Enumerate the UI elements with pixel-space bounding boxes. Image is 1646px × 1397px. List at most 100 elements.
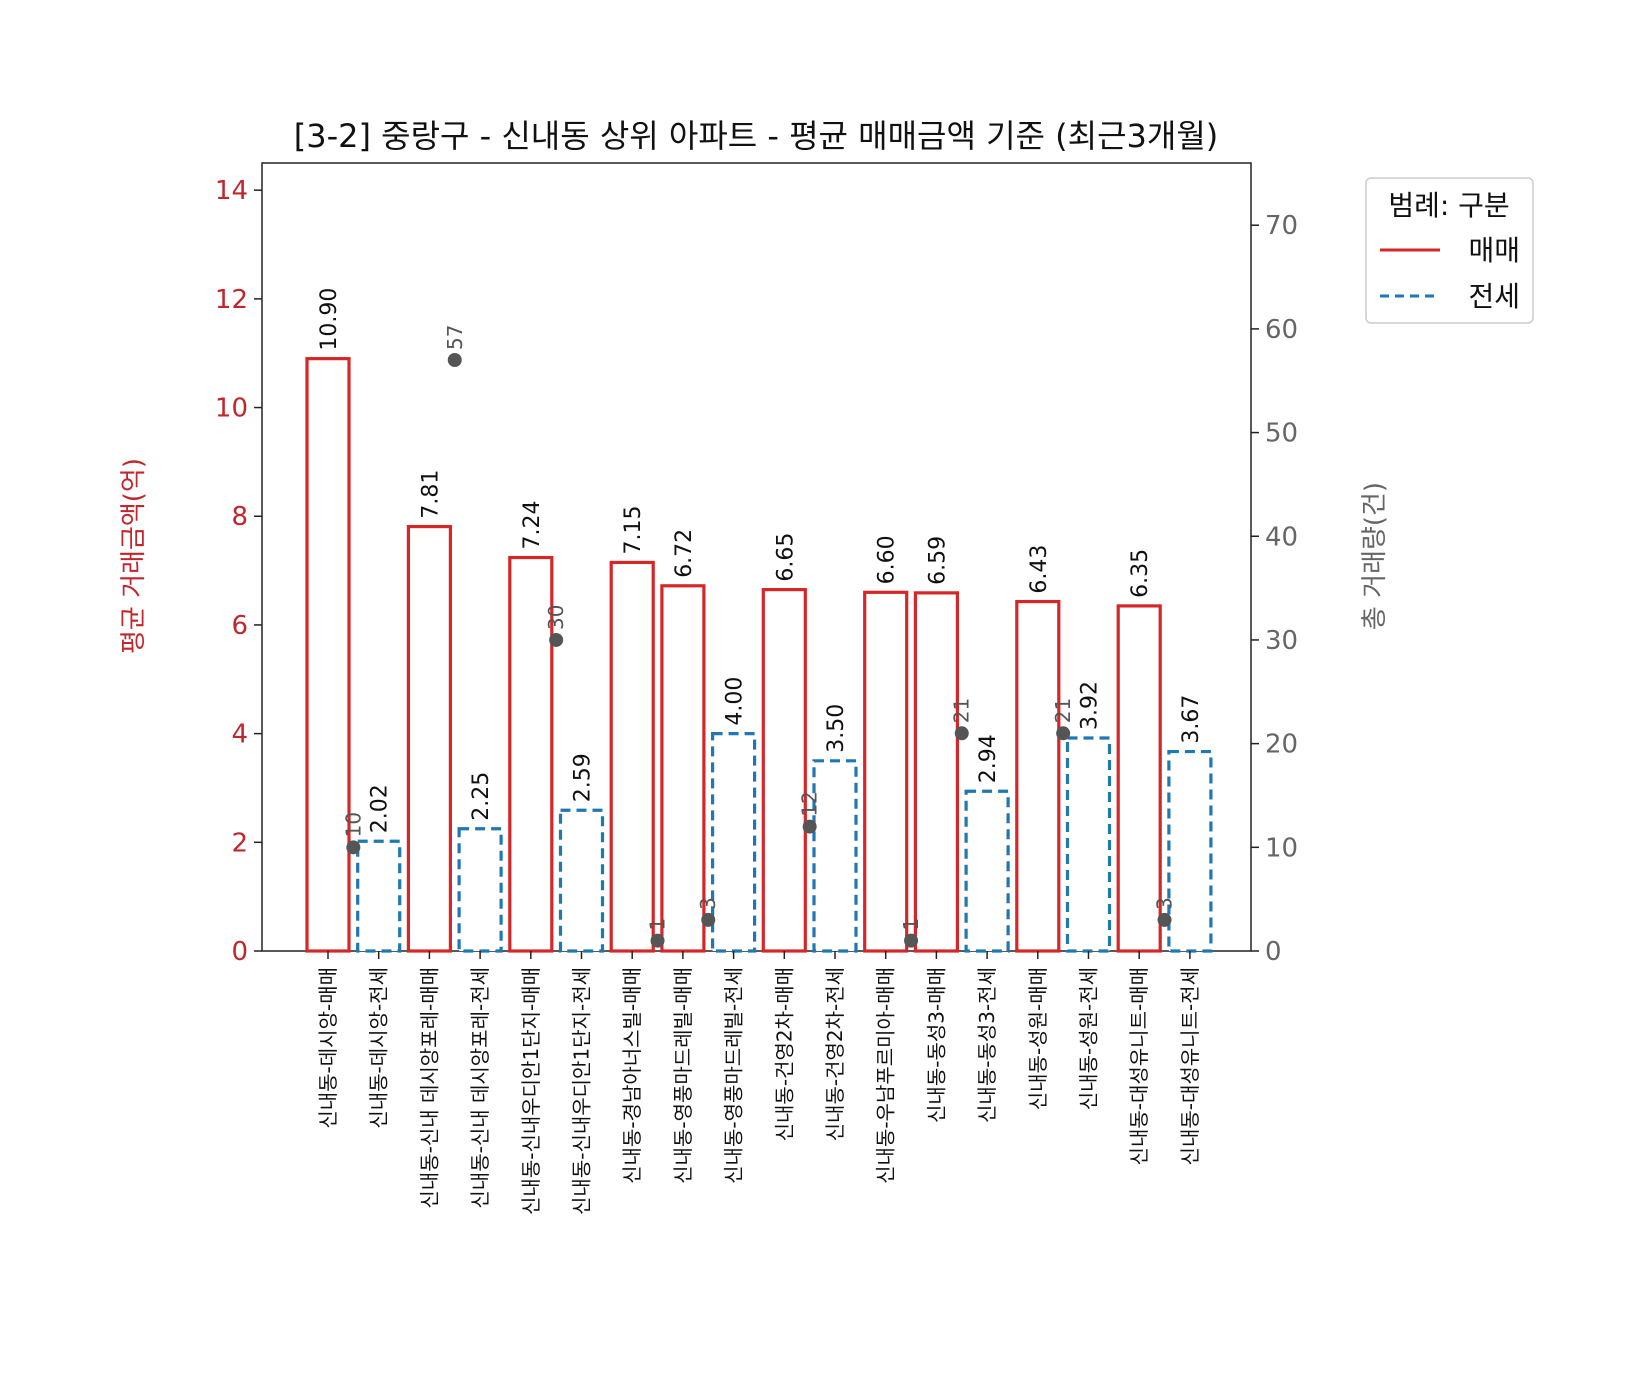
volume-point bbox=[701, 912, 716, 927]
bar-value-label: 6.72 bbox=[672, 529, 697, 578]
right-tick-label: 0 bbox=[1265, 937, 1282, 967]
left-axis-label: 평균 거래금액(억) bbox=[119, 458, 149, 654]
legend-title: 범례: 구분 bbox=[1388, 189, 1509, 222]
right-tick-label: 20 bbox=[1265, 730, 1298, 760]
bar-jeonse bbox=[710, 732, 757, 953]
volume-point bbox=[1157, 912, 1172, 927]
x-tick-label: 신내동-신내 데시앙포레-매매 bbox=[417, 967, 441, 1209]
bar-jeonse bbox=[964, 789, 1010, 953]
volume-point-label: 1 bbox=[899, 918, 923, 931]
bar-value-label: 3.67 bbox=[1179, 695, 1204, 744]
left-tick-label: 10 bbox=[215, 394, 248, 424]
x-tick-label: 신내동-건영2차-전세 bbox=[823, 967, 847, 1141]
left-tick-label: 8 bbox=[231, 502, 248, 532]
legend-label-jeonse: 전세 bbox=[1468, 280, 1520, 313]
right-y-axis: 0 10 20 30 40 50 60 70 bbox=[1251, 211, 1298, 967]
x-tick-label: 신내동-신내우디안1단지-매매 bbox=[519, 967, 543, 1215]
x-tick-label: 신내동-성원-매매 bbox=[1026, 967, 1050, 1110]
bar-value-label: 3.92 bbox=[1078, 681, 1103, 730]
bar-jeonse bbox=[1065, 736, 1112, 953]
left-y-axis: 0 2 4 6 8 10 12 14 bbox=[215, 176, 262, 967]
bar-value-label: 10.90 bbox=[317, 288, 342, 351]
x-tick-label: 신내동-대성유니트-매매 bbox=[1127, 967, 1151, 1165]
legend: 범례: 구분 매매 전세 bbox=[1365, 177, 1534, 324]
volume-point-label: 3 bbox=[696, 897, 720, 910]
volume-point bbox=[904, 933, 919, 948]
x-tick-label: 신내동-성원-전세 bbox=[1077, 967, 1101, 1110]
left-tick-label: 14 bbox=[215, 176, 248, 206]
x-tick-label: 신내동-경남아너스빌-매매 bbox=[620, 967, 644, 1184]
bar-sale bbox=[913, 591, 960, 953]
bar-jeonse bbox=[356, 839, 402, 953]
bars bbox=[305, 357, 1213, 953]
bar-sale bbox=[761, 588, 807, 953]
bar-sale bbox=[406, 524, 452, 953]
x-tick-label: 신내동-영풍마드레빌-전세 bbox=[722, 967, 746, 1184]
x-tick-label: 신내동-우남푸르미아-매매 bbox=[874, 967, 898, 1184]
x-tick-label: 신내동-대성유니트-전세 bbox=[1178, 967, 1202, 1165]
bar-sale bbox=[660, 584, 706, 953]
right-tick-label: 10 bbox=[1265, 833, 1298, 863]
right-tick-label: 70 bbox=[1265, 211, 1298, 241]
legend-label-sale: 매매 bbox=[1468, 234, 1520, 267]
volume-point-label: 10 bbox=[341, 812, 365, 837]
bar-sale bbox=[1116, 604, 1162, 953]
left-tick-label: 0 bbox=[231, 937, 248, 967]
right-axis-label: 총 거래량(건) bbox=[1360, 482, 1390, 630]
bar-value-label: 6.60 bbox=[875, 535, 900, 584]
bar-value-label: 3.50 bbox=[824, 704, 849, 753]
left-tick-label: 12 bbox=[215, 285, 248, 315]
bar-value-label: 7.15 bbox=[621, 505, 646, 554]
bar-value-label: 7.81 bbox=[418, 470, 443, 519]
x-tick-label: 신내동-신내우디안1단지-전세 bbox=[570, 967, 594, 1215]
chart-title: [3-2] 중랑구 - 신내동 상위 아파트 - 평균 매매금액 기준 (최근3… bbox=[294, 117, 1219, 155]
bar-jeonse bbox=[1167, 749, 1213, 953]
bar-sale bbox=[305, 357, 351, 953]
bar-value-label: 2.02 bbox=[368, 784, 393, 833]
volume-points: 10 57 30 1 3 12 1 21 21 3 bbox=[341, 325, 1177, 948]
bar-value-label: 6.35 bbox=[1128, 549, 1153, 598]
bar-sale bbox=[609, 560, 655, 953]
bar-value-label: 2.59 bbox=[571, 753, 596, 802]
volume-point-label: 30 bbox=[544, 604, 568, 629]
x-tick-label: 신내동-동성3-전세 bbox=[975, 967, 999, 1123]
volume-point-label: 12 bbox=[798, 791, 822, 816]
bar-jeonse bbox=[558, 808, 605, 953]
bar-value-label: 7.24 bbox=[520, 501, 545, 550]
right-tick-label: 40 bbox=[1265, 522, 1298, 552]
x-tick-label: 신내동-영풍마드레빌-매매 bbox=[671, 967, 695, 1184]
x-axis: 신내동-데시앙-매매 신내동-데시앙-전세 신내동-신내 데시앙포레-매매 신내동-신… bbox=[316, 951, 1202, 1215]
volume-point bbox=[346, 840, 361, 855]
volume-point bbox=[802, 819, 817, 834]
bar-labels: 10.90 2.02 7.81 2.25 7.24 2.59 7.15 6.72 4.00 6.6… bbox=[317, 288, 1204, 834]
bar-value-label: 4.00 bbox=[723, 677, 748, 726]
right-tick-label: 30 bbox=[1265, 626, 1298, 656]
right-tick-label: 60 bbox=[1265, 315, 1298, 345]
volume-point bbox=[650, 933, 665, 948]
bar-value-label: 6.65 bbox=[773, 533, 798, 582]
volume-point bbox=[447, 353, 462, 367]
right-tick-label: 50 bbox=[1265, 419, 1298, 449]
bar-jeonse bbox=[457, 827, 503, 953]
plot-area bbox=[261, 162, 1252, 952]
volume-point bbox=[549, 632, 564, 647]
volume-point bbox=[954, 726, 969, 741]
volume-point-label: 57 bbox=[443, 325, 467, 350]
volume-point-label: 21 bbox=[1051, 698, 1075, 723]
bar-value-label: 2.94 bbox=[976, 734, 1001, 783]
bar-value-label: 2.25 bbox=[469, 772, 494, 821]
bar-sale bbox=[1015, 599, 1061, 953]
volume-point bbox=[1056, 726, 1071, 741]
bar-jeonse bbox=[812, 759, 858, 953]
x-tick-label: 신내동-동성3-매매 bbox=[924, 967, 948, 1123]
volume-point-label: 1 bbox=[646, 918, 670, 931]
left-tick-label: 4 bbox=[231, 720, 248, 750]
bar-value-label: 6.43 bbox=[1027, 545, 1052, 594]
x-tick-label: 신내동-건영2차-매매 bbox=[772, 967, 796, 1141]
left-tick-label: 2 bbox=[231, 828, 248, 858]
volume-point-label: 3 bbox=[1153, 897, 1177, 910]
bar-sale bbox=[863, 590, 909, 953]
x-tick-label: 신내동-데시앙-매매 bbox=[316, 967, 340, 1129]
x-tick-label: 신내동-데시앙-전세 bbox=[367, 967, 391, 1129]
